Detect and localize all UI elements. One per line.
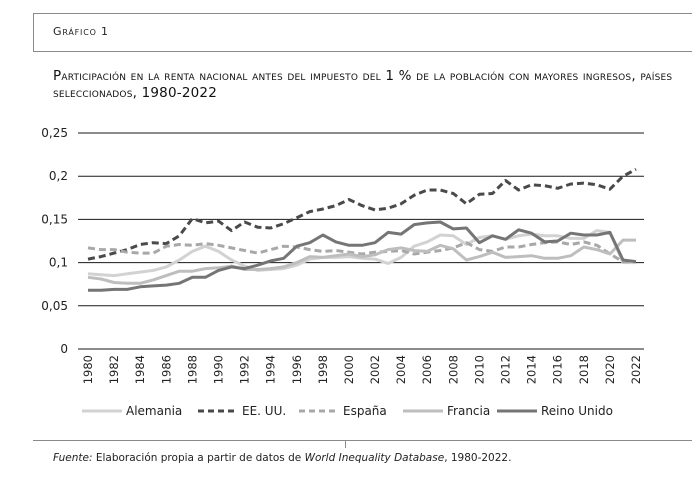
x-tick-label: 2022: [629, 355, 643, 384]
series-lines: [87, 167, 637, 292]
x-tick-label: 1986: [159, 355, 173, 384]
legend: Alemania EE. UU. España Francia Reino Unido: [82, 404, 613, 418]
gridlines: [78, 132, 644, 350]
y-tick-label: 0,05: [41, 299, 68, 313]
x-tick-label: 2008: [446, 355, 460, 384]
y-tick-label: 0: [60, 342, 68, 356]
x-tick-label: 2014: [525, 355, 539, 384]
legend-label: Reino Unido: [541, 404, 613, 418]
footer-divider: [345, 440, 346, 448]
header-rule: [33, 51, 692, 52]
footer-rule: [33, 440, 692, 441]
series-line-francia: [87, 238, 636, 285]
figure-label: Gráfico 1: [53, 25, 109, 38]
x-tick-label: 2004: [394, 355, 408, 384]
x-tick-label: 1982: [107, 355, 121, 384]
line-chart: 0 0,05 0,1 0,15 0,2 0,25 1980 1982 1984 1986 1988…: [41, 126, 644, 418]
x-tick-label: 2000: [342, 355, 356, 384]
series-line-alemania: [87, 229, 636, 278]
x-tick-label: 1984: [133, 355, 147, 384]
source-note: Fuente: Elaboración propia a partir de d…: [53, 452, 511, 464]
x-tick-label: 1996: [290, 355, 304, 384]
legend-label: España: [343, 404, 387, 418]
x-axis-ticks: 1980 1982 1984 1986 1988 1990 1992 1994 1996 1998…: [81, 355, 643, 384]
x-tick-label: 1988: [185, 355, 199, 384]
source-database: World Inequality Database: [304, 452, 445, 464]
source-text-before: Elaboración propia a partir de datos de: [92, 452, 305, 464]
series-line-reino-unido: [88, 220, 637, 292]
y-tick-label: 0,2: [49, 169, 68, 183]
source-prefix: Fuente:: [53, 452, 93, 464]
top-rule: [33, 13, 692, 14]
x-tick-label: 2010: [472, 355, 486, 384]
legend-label: Francia: [447, 404, 490, 418]
chart-title: Participación en la renta nacional antes…: [53, 68, 673, 101]
x-tick-label: 2020: [603, 355, 617, 384]
y-axis-ticks: 0 0,05 0,1 0,15 0,2 0,25: [41, 126, 68, 356]
y-tick-label: 0,1: [49, 256, 68, 270]
source-text-after: , 1980-2022.: [444, 452, 512, 464]
x-tick-label: 2006: [420, 355, 434, 384]
legend-label: Alemania: [126, 404, 182, 418]
x-tick-label: 2002: [368, 355, 382, 384]
y-tick-label: 0,15: [41, 212, 68, 226]
legend-label: EE. UU.: [242, 404, 286, 418]
label-divider: [33, 13, 34, 51]
series-line-ee-uu: [87, 167, 637, 261]
x-tick-label: 2018: [577, 355, 591, 384]
x-tick-label: 1998: [316, 355, 330, 384]
x-tick-label: 1994: [264, 355, 278, 384]
y-tick-label: 0,25: [41, 126, 68, 140]
x-tick-label: 1992: [238, 355, 252, 384]
x-tick-label: 2016: [551, 355, 565, 384]
x-tick-label: 1980: [81, 355, 95, 384]
x-tick-label: 2012: [499, 355, 513, 384]
x-tick-label: 1990: [211, 355, 225, 384]
